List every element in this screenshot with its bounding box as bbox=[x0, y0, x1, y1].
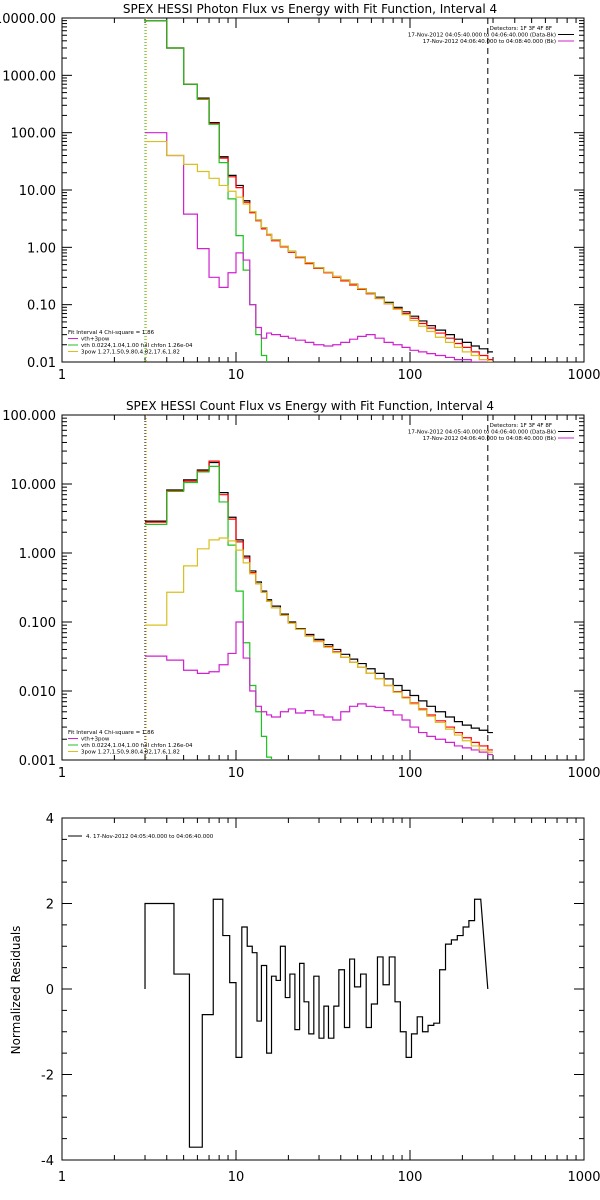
series-group bbox=[144, 898, 489, 1148]
y-tick-label: 1.00 bbox=[27, 241, 56, 256]
series-line-1 bbox=[145, 460, 493, 751]
y-tick-label: 10.00 bbox=[19, 184, 56, 199]
plot-frame bbox=[61, 414, 585, 761]
x-tick-label: 10 bbox=[228, 368, 245, 383]
y-tick-label: 0.100 bbox=[19, 616, 56, 631]
legend-entry: 4. 17-Nov-2012 04:05:40.000 to 04:06:40.… bbox=[86, 834, 214, 840]
plot-frame bbox=[61, 17, 585, 363]
x-tick-label: 1000 bbox=[567, 766, 600, 781]
x-tick-label: 1000 bbox=[567, 1170, 600, 1185]
panel-title: SPEX HESSI Photon Flux vs Energy with Fi… bbox=[123, 2, 497, 16]
fit-info-line: 3pow 1.27,1.50,9.80,4.82,17.6,1.82 bbox=[81, 350, 180, 356]
x-tick-label: 1 bbox=[58, 766, 66, 781]
legend-detectors: Detectors: 1F 3F 4F 8F bbox=[490, 423, 552, 429]
fit-info-line: vth 0.0224,1.04,1.00 full chfon 1.26e-04 bbox=[81, 343, 193, 349]
series-line-4 bbox=[145, 140, 493, 362]
x-tick-label: 1 bbox=[58, 368, 66, 383]
residuals-panel: Normalized Residuals 1 10 100 1000 -4 -2 0 2 4 4.… bbox=[9, 812, 600, 1185]
y-tick-label: 0 bbox=[46, 983, 54, 998]
fit-info-line: vth+3pow bbox=[81, 337, 110, 343]
x-tick-label: 1 bbox=[58, 1170, 66, 1185]
y-axis-label: Normalized Residuals bbox=[9, 926, 23, 1055]
y-tick-label: 0.01 bbox=[27, 356, 56, 371]
y-tick-label: -4 bbox=[41, 1154, 54, 1169]
photon-flux-panel: SPEX HESSI Photon Flux vs Energy with Fi… bbox=[0, 2, 600, 383]
series-line-0 bbox=[145, 461, 493, 734]
y-tick-label: -2 bbox=[41, 1069, 54, 1084]
x-tick-label: 100 bbox=[398, 1170, 423, 1185]
count-flux-panel: SPEX HESSI Count Flux vs Energy with Fit… bbox=[2, 399, 600, 781]
legend-entry: 17-Nov-2012 04:05:40.000 to 04:06:40.000… bbox=[408, 430, 556, 436]
fit-info-header: Fit Interval 4 Chi-square = 1.86 bbox=[68, 330, 155, 336]
y-tick-label: 1.000 bbox=[19, 547, 56, 562]
series-line-0 bbox=[145, 20, 493, 353]
x-tick-label: 1000 bbox=[567, 368, 600, 383]
y-tick-label: 10000.00 bbox=[0, 12, 56, 27]
series-group bbox=[145, 460, 493, 760]
x-tick-label: 10 bbox=[228, 1170, 245, 1185]
series-line-2 bbox=[145, 20, 268, 362]
plot-frame bbox=[61, 817, 585, 1161]
series-line-0 bbox=[144, 898, 489, 1148]
y-tick-label: 1000.00 bbox=[2, 69, 56, 84]
x-tick-label: 100 bbox=[398, 368, 423, 383]
y-tick-label: 4 bbox=[46, 812, 54, 827]
panel-title: SPEX HESSI Count Flux vs Energy with Fit… bbox=[126, 399, 494, 413]
series-line-2 bbox=[145, 465, 273, 760]
legend-entry: 17-Nov-2012 04:06:40.000 to 04:08:40.000… bbox=[423, 436, 556, 442]
y-tick-label: 0.10 bbox=[27, 299, 56, 314]
y-tick-label: 100.00 bbox=[11, 127, 57, 142]
y-tick-label: 10.000 bbox=[11, 478, 57, 493]
series-group bbox=[145, 20, 493, 362]
legend-entry: 17-Nov-2012 04:05:40.000 to 04:06:40.000… bbox=[408, 33, 556, 39]
series-line-4 bbox=[145, 537, 493, 753]
fit-info-line: vth+3pow bbox=[81, 737, 110, 743]
fit-info-line: 3pow 1.27,1.50,9.80,4.82,17.6,1.82 bbox=[81, 750, 180, 756]
legend-entry: 17-Nov-2012 04:06:40.000 to 04:08:40.000… bbox=[423, 39, 556, 45]
y-tick-label: 0.010 bbox=[19, 685, 56, 700]
fit-info-header: Fit Interval 4 Chi-square = 1.86 bbox=[68, 730, 155, 736]
x-tick-label: 10 bbox=[228, 766, 245, 781]
series-line-3 bbox=[145, 621, 493, 756]
y-tick-label: 2 bbox=[46, 898, 54, 913]
legend-detectors: Detectors: 1F 3F 4F 8F bbox=[490, 26, 552, 32]
x-tick-label: 100 bbox=[398, 766, 423, 781]
series-line-3 bbox=[145, 132, 493, 362]
y-tick-label: 0.001 bbox=[19, 754, 56, 769]
y-tick-label: 100.000 bbox=[2, 409, 56, 424]
fit-info-line: vth 0.0224,1.04,1.00 full chfon 1.26e-04 bbox=[81, 743, 193, 749]
series-line-1 bbox=[145, 20, 493, 361]
